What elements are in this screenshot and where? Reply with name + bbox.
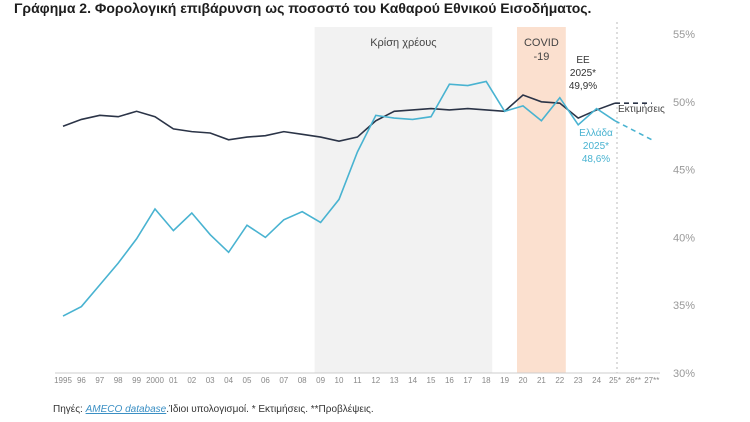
x-tick-label: 07: [279, 376, 288, 385]
x-tick-label: 99: [132, 376, 141, 385]
eu-annotation: 2025*: [570, 68, 596, 79]
x-tick-label: 01: [169, 376, 178, 385]
x-tick-label: 04: [224, 376, 233, 385]
y-tick-label: 55%: [673, 29, 695, 41]
x-tick-label: 05: [243, 376, 252, 385]
x-tick-label: 12: [371, 376, 380, 385]
x-tick-label: 18: [482, 376, 491, 385]
greece-forecast-line: [614, 120, 653, 141]
ameco-link[interactable]: AMECO database: [85, 404, 167, 415]
x-tick-label: 16: [445, 376, 454, 385]
x-tick-label: 06: [261, 376, 270, 385]
x-tick-label: 21: [537, 376, 546, 385]
x-tick-label: 96: [77, 376, 86, 385]
x-tick-label: 27**: [644, 376, 659, 385]
x-tick-label: 2000: [146, 376, 164, 385]
x-tick-label: 20: [519, 376, 528, 385]
x-tick-label: 09: [316, 376, 325, 385]
x-tick-label: 19: [500, 376, 509, 385]
source-prefix: Πηγές:: [53, 404, 86, 415]
x-tick-label: 98: [114, 376, 123, 385]
x-tick-label: 26**: [626, 376, 641, 385]
x-tick-label: 02: [187, 376, 196, 385]
covid-band: [517, 27, 566, 373]
x-tick-label: 1995: [54, 376, 72, 385]
y-tick-label: 50%: [673, 97, 695, 109]
chart: Κρίση χρέους COVID -19 Εκτιμήσεις 1995 96 97 98…: [54, 22, 695, 385]
eu-line: [62, 94, 616, 142]
x-tick-label: 13: [390, 376, 399, 385]
eu-annotation: ΕΕ: [576, 55, 590, 66]
greece-line: [62, 80, 616, 317]
y-tick-label: 40%: [673, 232, 695, 244]
band-label: COVID: [524, 37, 559, 49]
x-tick-label: 97: [95, 376, 104, 385]
chart-title: Γράφημα 2. Φορολογική επιβάρυνση ως ποσο…: [14, 0, 592, 16]
x-tick-label: 22: [555, 376, 564, 385]
x-tick-label: 14: [408, 376, 417, 385]
greece-annotation: 48,6%: [582, 154, 610, 165]
x-tick-label: 15: [427, 376, 436, 385]
x-tick-label: 11: [353, 376, 362, 385]
y-tick-label: 35%: [673, 300, 695, 312]
band-label: -19: [533, 51, 549, 63]
x-tick-label: 24: [592, 376, 601, 385]
x-tick-label: 17: [463, 376, 472, 385]
greece-annotation: 2025*: [583, 141, 609, 152]
greece-annotation: Ελλάδα: [579, 127, 613, 139]
x-tick-label: 03: [206, 376, 215, 385]
x-tick-label: 25*: [609, 376, 621, 385]
source-note: Πηγές: AMECO database.Ίδιοι υπολογισμοί.…: [53, 404, 374, 415]
y-tick-label: 45%: [673, 165, 695, 177]
x-tick-label: 23: [574, 376, 583, 385]
debt-crisis-band: [314, 27, 493, 373]
x-tick-label: 08: [298, 376, 307, 385]
eu-annotation: 49,9%: [569, 81, 597, 92]
y-tick-label: 30%: [673, 368, 695, 380]
x-tick-label: 10: [335, 376, 344, 385]
source-rest: .Ίδιοι υπολογισμοί. * Εκτιμήσεις. **Προβ…: [166, 404, 374, 415]
band-label: Κρίση χρέους: [370, 37, 436, 49]
estimates-label: Εκτιμήσεις: [618, 103, 665, 115]
